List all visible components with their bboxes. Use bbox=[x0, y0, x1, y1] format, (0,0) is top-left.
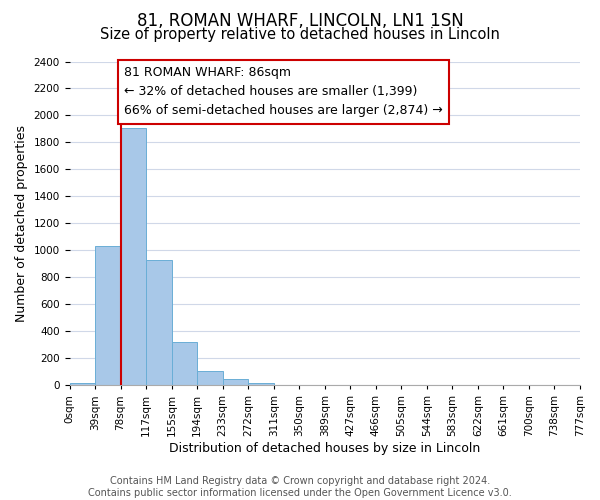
Bar bbox=[95, 246, 121, 386]
Bar bbox=[223, 378, 248, 386]
Text: 81 ROMAN WHARF: 86sqm
← 32% of detached houses are smaller (1,399)
66% of semi-d: 81 ROMAN WHARF: 86sqm ← 32% of detached … bbox=[124, 66, 443, 118]
Text: Size of property relative to detached houses in Lincoln: Size of property relative to detached ho… bbox=[100, 28, 500, 42]
Text: Contains HM Land Registry data © Crown copyright and database right 2024.
Contai: Contains HM Land Registry data © Crown c… bbox=[88, 476, 512, 498]
Bar bbox=[146, 260, 172, 386]
Bar bbox=[70, 382, 95, 386]
Bar bbox=[172, 342, 197, 386]
Text: 81, ROMAN WHARF, LINCOLN, LN1 1SN: 81, ROMAN WHARF, LINCOLN, LN1 1SN bbox=[137, 12, 463, 30]
Y-axis label: Number of detached properties: Number of detached properties bbox=[15, 125, 28, 322]
X-axis label: Distribution of detached houses by size in Lincoln: Distribution of detached houses by size … bbox=[169, 442, 481, 455]
Bar bbox=[121, 128, 146, 386]
Bar bbox=[197, 371, 223, 386]
Bar bbox=[248, 382, 274, 386]
